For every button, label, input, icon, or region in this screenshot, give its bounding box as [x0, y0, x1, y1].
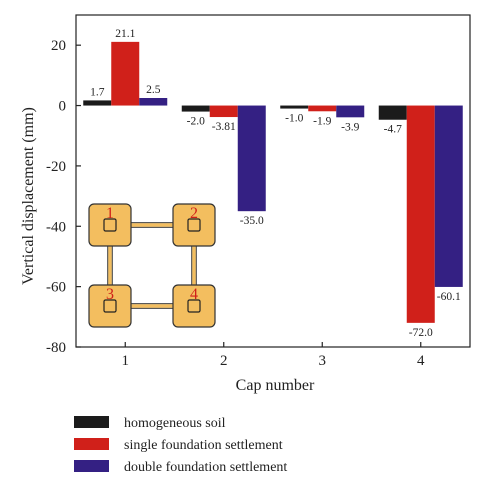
x-axis-title: Cap number	[236, 377, 315, 394]
bar-cap4-series3	[434, 105, 463, 287]
cap-number-label: 3	[106, 286, 114, 303]
pile-2	[187, 218, 201, 232]
bar-cap2-series2	[209, 105, 238, 118]
x-tick-label: 3	[319, 353, 327, 369]
y-tick-label: -20	[46, 159, 66, 175]
legend-label: double foundation settlement	[124, 460, 287, 475]
bar-cap3-series1	[280, 105, 309, 109]
bar-cap4-series2	[406, 105, 435, 323]
pile-3	[103, 299, 117, 313]
cap-number-label: 4	[190, 286, 198, 303]
y-tick-label: -60	[46, 280, 66, 296]
data-labels: 1.7 21.1 2.5 -2.0 -3.81 -35.0 -1.0 -1.9 -3.9 -4.7…	[90, 28, 461, 339]
cap-number-label: 2	[190, 205, 198, 222]
bar-cap3-series2	[308, 105, 337, 112]
bar-cap2-series1	[181, 105, 210, 112]
plot-frame	[75, 14, 471, 348]
y-axis-title: Vertical displacement (mm)	[20, 107, 37, 285]
bar-cap1-series2	[111, 41, 140, 106]
plot-area	[83, 41, 463, 323]
x-tick-label: 1	[122, 353, 130, 369]
data-label: -3.81	[212, 121, 236, 133]
data-label: 2.5	[146, 84, 161, 96]
data-label: -60.1	[437, 291, 461, 303]
cap-number-label: 1	[106, 205, 114, 222]
x-tick-label: 4	[417, 353, 425, 369]
data-label: -35.0	[240, 215, 264, 227]
cap-layout-inset: 1 2 3 4	[88, 203, 216, 328]
y-tick-label: 0	[59, 99, 67, 115]
x-tick-label: 2	[220, 353, 228, 369]
legend: homogeneous soil single foundation settle…	[74, 416, 287, 475]
y-tick-label: 20	[51, 38, 66, 54]
legend-swatch	[74, 460, 109, 472]
bar-cap1-series1	[83, 100, 112, 106]
legend-swatch	[74, 438, 109, 450]
bar-cap2-series3	[237, 105, 266, 212]
data-label: 1.7	[90, 86, 105, 98]
data-label: -72.0	[409, 327, 433, 339]
bar-cap4-series1	[378, 105, 407, 120]
y-tick-label: -80	[46, 340, 66, 356]
axes: 20 0 -20 -40 -60 -80 1 2 3 4	[46, 14, 471, 369]
legend-label: homogeneous soil	[124, 416, 226, 431]
data-label: -1.9	[313, 115, 331, 127]
legend-swatch	[74, 416, 109, 428]
data-label: -4.7	[384, 124, 402, 136]
data-label: -1.0	[285, 113, 303, 125]
pile-1	[103, 218, 117, 232]
data-label: 21.1	[115, 28, 135, 40]
bar-cap3-series3	[336, 105, 365, 118]
data-label: -2.0	[187, 116, 205, 128]
legend-label: single foundation settlement	[124, 438, 283, 453]
y-tick-label: -40	[46, 219, 66, 235]
bar-cap1-series3	[139, 98, 168, 106]
pile-4	[187, 299, 201, 313]
data-label: -3.9	[341, 121, 359, 133]
